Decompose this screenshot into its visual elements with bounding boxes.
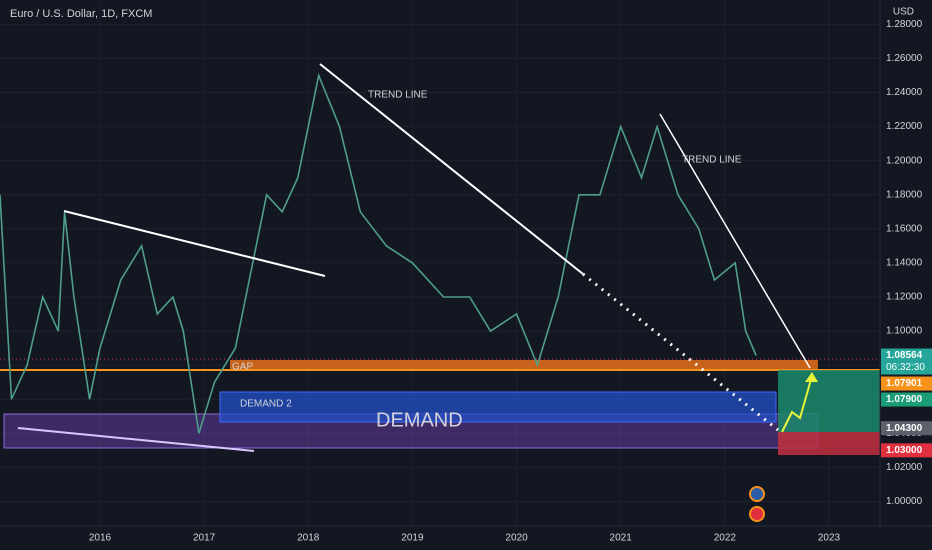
demand2-zone — [219, 391, 777, 423]
y-tick-label: 1.20000 — [886, 155, 923, 166]
time-axis-bg — [0, 526, 932, 550]
x-tick-label: 2021 — [610, 533, 633, 544]
price-axis-bg — [880, 0, 932, 550]
x-tick-label: 2017 — [193, 533, 216, 544]
price-label-box — [881, 443, 932, 458]
price-label-box — [881, 376, 932, 391]
y-tick-label: 1.16000 — [886, 223, 923, 234]
price-label-box — [881, 421, 932, 436]
stop-zone — [778, 432, 880, 455]
x-tick-label: 2019 — [401, 533, 424, 544]
price-label: 1.08564 — [886, 350, 923, 361]
x-tick-label: 2023 — [818, 533, 841, 544]
y-tick-label: 1.00000 — [886, 496, 923, 507]
price-label-box — [881, 348, 932, 375]
support-line — [17, 427, 255, 452]
price-label: 1.07900 — [886, 394, 923, 405]
gap-zone — [230, 360, 818, 370]
y-tick-label: 1.22000 — [886, 121, 923, 132]
countdown: 06:32:30 — [886, 362, 925, 373]
annotation: GAP — [232, 362, 253, 373]
event-icon — [749, 486, 765, 502]
price-label: 1.03000 — [886, 445, 923, 456]
y-tick-label: 1.18000 — [886, 189, 923, 200]
y-tick-label: 1.28000 — [886, 19, 923, 30]
chart-title: Euro / U.S. Dollar, 1D, FXCM — [10, 8, 152, 20]
currency-label: USD — [893, 7, 914, 18]
y-tick-label: 1.14000 — [886, 258, 923, 269]
trend-line — [659, 113, 811, 369]
trend-extension — [582, 272, 779, 432]
annotation: TREND LINE — [682, 155, 742, 166]
target-zone — [778, 370, 880, 432]
x-tick-label: 2020 — [505, 533, 528, 544]
x-tick-label: 2016 — [89, 533, 112, 544]
annotation: DEMAND 2 — [240, 399, 292, 410]
y-tick-label: 1.24000 — [886, 87, 923, 98]
trend-line — [319, 63, 584, 275]
axes: 1.28000 1.26000 1.24000 1.22000 1.20000 1.180… — [89, 19, 932, 544]
price-label-box — [881, 392, 932, 407]
y-tick-label: 1.26000 — [886, 53, 923, 64]
annotation: DEMAND — [376, 409, 463, 431]
projection-arrow — [781, 375, 813, 433]
y-tick-label: 1.10000 — [886, 326, 923, 337]
arrow-head — [805, 372, 818, 382]
price-label: 1.04300 — [886, 423, 923, 434]
price-label: 1.07901 — [886, 378, 923, 389]
price-series — [0, 72, 757, 434]
annotation: TREND LINE — [368, 90, 428, 101]
event-icon — [749, 506, 765, 522]
y-tick-label: 1.12000 — [886, 292, 923, 303]
series-group — [0, 72, 757, 434]
y-tick-label: 1.02000 — [886, 462, 923, 473]
resistance-line — [63, 210, 326, 277]
x-tick-label: 2018 — [297, 533, 320, 544]
x-tick-label: 2022 — [714, 533, 737, 544]
